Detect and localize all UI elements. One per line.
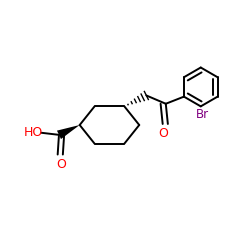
Text: Br: Br — [196, 108, 209, 121]
Polygon shape — [57, 125, 80, 139]
Text: O: O — [158, 127, 168, 140]
Text: HO: HO — [24, 126, 43, 139]
Text: O: O — [56, 158, 66, 171]
